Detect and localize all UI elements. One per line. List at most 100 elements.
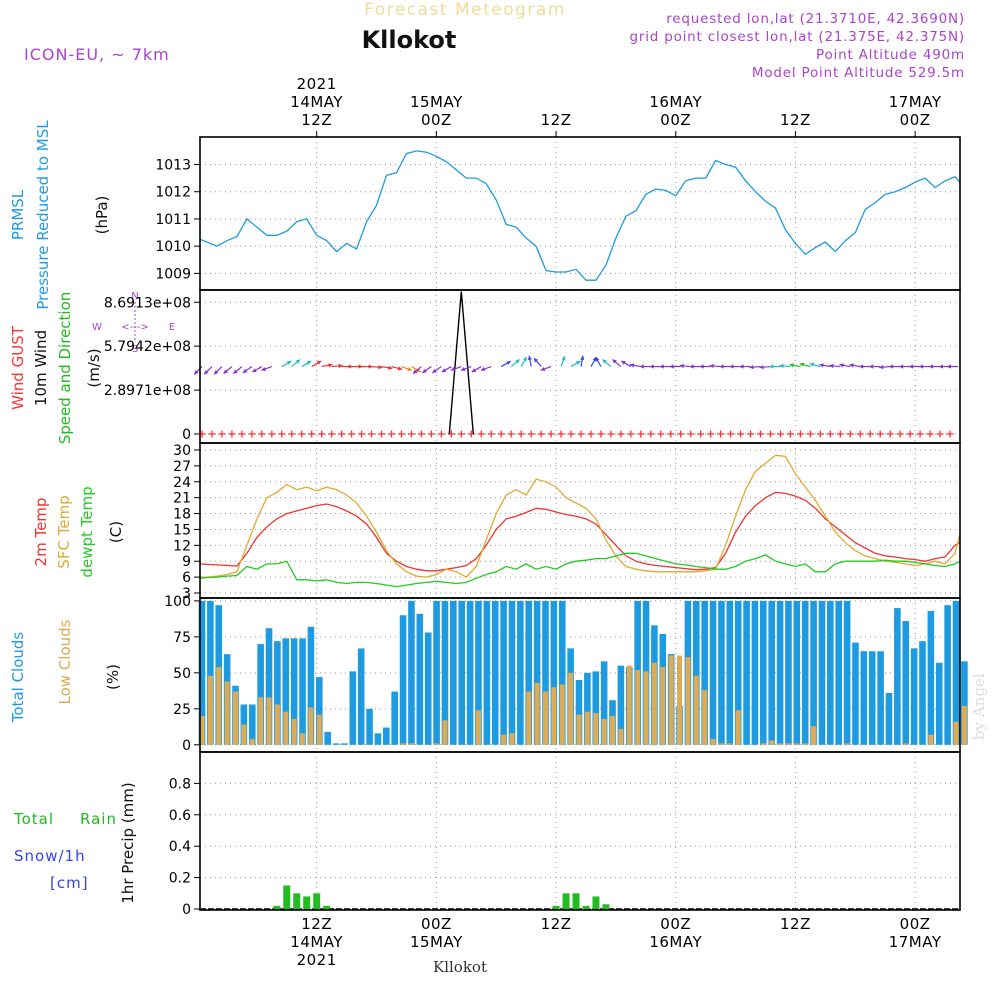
- total-cloud-bar: [207, 600, 214, 745]
- total-cloud-bar: [793, 600, 801, 745]
- total-cloud-bar: [265, 628, 273, 745]
- wind-direction-arrow: [540, 365, 552, 371]
- wind-direction-arrow: [739, 364, 751, 369]
- low-cloud-bar: [928, 734, 934, 745]
- y-tick-label: 8.6913e+08: [104, 295, 191, 311]
- wind-arrow-head: [749, 365, 754, 370]
- top-time-label: 17MAY: [889, 93, 942, 111]
- temp-axis-labels: 2m Temp SFC Temp dewpt Temp (C): [32, 486, 125, 577]
- wind-arrow-head: [679, 363, 684, 369]
- wind-arrow-head: [534, 358, 539, 363]
- total-cloud-bar: [491, 600, 499, 745]
- wind-direction-arrow: [361, 364, 373, 369]
- rain-bar: [592, 896, 600, 909]
- wind-arrow-head: [889, 364, 894, 369]
- wind-direction-arrow: [580, 355, 585, 367]
- wind-direction-arrow: [233, 366, 243, 375]
- total-cloud-bar: [558, 600, 566, 745]
- total-cloud-bar: [542, 600, 549, 745]
- wind-arrow-head: [580, 355, 585, 360]
- bottom-time-label: 17MAY: [889, 933, 942, 951]
- total-cloud-bar: [424, 632, 432, 745]
- model-altitude: Model Point Altitude 529.5m: [752, 65, 965, 81]
- legend-total: Total: [13, 810, 54, 828]
- low-cloud-bar: [216, 667, 222, 745]
- low-cloud-bar: [300, 733, 306, 745]
- low-cloud-bar: [685, 657, 691, 745]
- total-cloud-bar: [768, 600, 775, 745]
- rain-bar: [562, 893, 570, 909]
- total-cloud-bar: [584, 672, 591, 745]
- wind-direction-arrow: [510, 359, 520, 368]
- bottom-time-label: 16MAY: [649, 933, 702, 951]
- bottom-time-label: 12Z: [301, 915, 332, 933]
- bottom-time-label: 12Z: [780, 915, 811, 933]
- compass-rose: N W <---> E S: [92, 291, 175, 355]
- y-tick-label: 24: [173, 475, 191, 491]
- wind-direction-arrow: [879, 365, 891, 370]
- watermark: by Angel: [970, 673, 988, 740]
- wind-direction-arrow: [929, 364, 941, 369]
- top-time-label: 15MAY: [410, 93, 463, 111]
- bottom-time-label: 00Z: [660, 915, 691, 933]
- wind-direction-arrow: [203, 366, 213, 375]
- wind-direction-arrow: [779, 363, 791, 369]
- wind-direction-arrow: [602, 359, 612, 368]
- wind-direction-arrow: [471, 366, 482, 373]
- wind-arrow-head: [947, 364, 951, 369]
- y-tick-label: 12: [173, 538, 191, 554]
- footer-location: Kllokot: [433, 958, 487, 976]
- wind-direction-arrow: [629, 363, 641, 368]
- top-time-label: 12Z: [541, 111, 572, 129]
- wind-arrow-head: [450, 366, 456, 371]
- top-time-label: 00Z: [421, 111, 452, 129]
- low-cloud-bar: [266, 697, 272, 745]
- wind-arrow-head: [719, 364, 724, 369]
- wind-arrow-head: [709, 363, 714, 369]
- low-cloud-bar: [291, 718, 297, 745]
- y-tick-label: 1013: [155, 158, 191, 174]
- wind-arrow-head: [378, 365, 383, 370]
- low-cloud-bar: [408, 743, 414, 745]
- wind-direction-arrow: [570, 360, 581, 368]
- wind-arrow-head: [769, 364, 774, 369]
- wind-direction-arrow: [520, 356, 528, 367]
- wind-arrow-head: [602, 359, 607, 364]
- wind-direction-arrow: [401, 365, 413, 371]
- total-cloud-bar: [525, 600, 533, 745]
- gust-label: Wind GUST: [9, 325, 27, 410]
- low-cloud-bar: [610, 716, 616, 745]
- precip-axis-labels: 1hr Precip (mm) Total Rain Snow/1h [cm]: [13, 782, 137, 903]
- wind-direction-arrow: [381, 365, 393, 370]
- total-cloud-bar: [290, 638, 298, 745]
- wind-direction-arrow: [560, 356, 566, 367]
- wind-direction-arrow: [341, 364, 353, 369]
- wind-direction-arrow: [321, 363, 333, 368]
- wind-direction-arrow: [371, 365, 383, 370]
- wind-direction-arrow: [839, 363, 851, 368]
- total-cloud-bar: [692, 600, 700, 745]
- wind-direction-arrow: [909, 364, 921, 369]
- wind-direction-arrow: [422, 366, 432, 374]
- low-cloud-bar: [283, 711, 289, 745]
- wind-arrow-head: [316, 361, 322, 365]
- low-cloud-bar: [400, 743, 406, 745]
- low-cloud-bar: [233, 691, 239, 745]
- low-cloud-bar: [635, 669, 641, 745]
- wind-arrow-head: [338, 363, 343, 369]
- wind-direction-arrow: [441, 366, 452, 373]
- low-cloud-bar: [434, 743, 440, 745]
- total-cloud-bar: [919, 641, 926, 745]
- total-cloud-bar: [760, 600, 767, 745]
- y-tick-label: 3: [182, 586, 191, 602]
- y-tick-label: 75: [173, 630, 191, 646]
- low-cloud-bar: [526, 691, 532, 745]
- temp-line-2m-temp: [199, 491, 961, 572]
- wind-speed-line: [448, 291, 474, 435]
- low-cloud-bar: [584, 711, 590, 745]
- total-cloud-bar: [868, 651, 876, 745]
- rain-bar: [582, 905, 590, 909]
- wind-direction-arrow: [769, 364, 781, 369]
- top-time-label: 00Z: [660, 111, 691, 129]
- low-cloud-bar: [811, 726, 817, 745]
